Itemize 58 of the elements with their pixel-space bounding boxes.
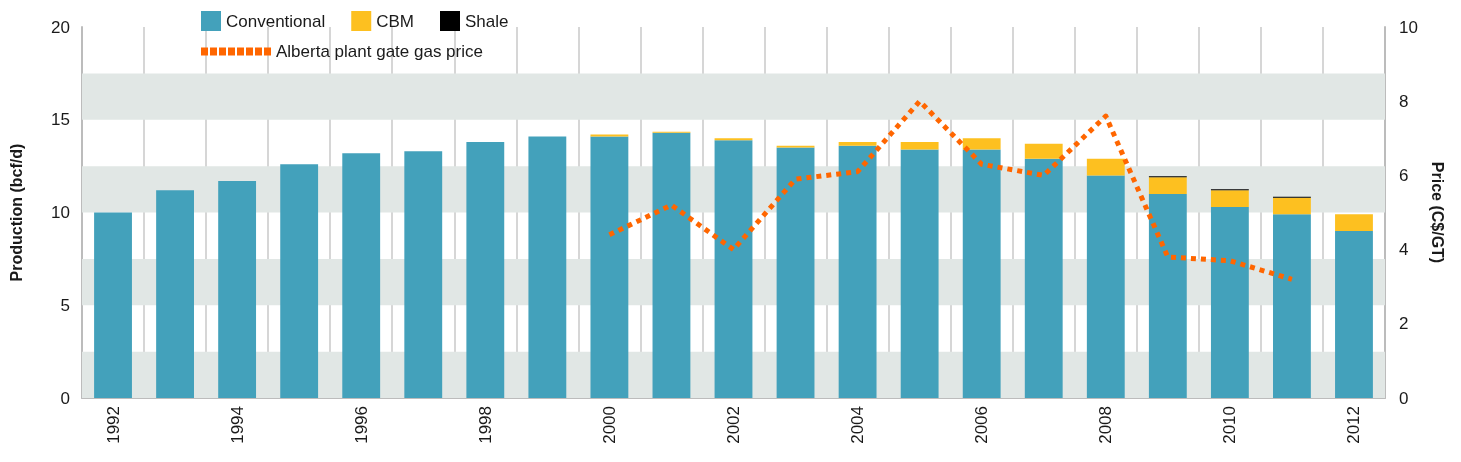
x-tick-label: 2004 [848,406,868,444]
bar [838,142,877,146]
x-tick-label: 2008 [1096,406,1116,444]
bar [1024,143,1063,159]
bar [1086,158,1125,176]
x-tick-label: 2006 [972,406,992,444]
bar [466,142,505,398]
y-tick-label: 20 [51,17,70,37]
bar [1210,190,1249,207]
bar [1148,193,1187,398]
y2-tick-label: 8 [1399,91,1409,111]
x-tick-label: 1992 [103,406,123,444]
bar [1210,206,1249,398]
y-tick-label: 0 [60,388,70,408]
bar [590,136,629,398]
bar [1273,197,1311,215]
legend-label: Alberta plant gate gas price [276,42,483,61]
y2-tick-label: 10 [1399,17,1418,37]
legend-label: CBM [376,11,415,31]
y-tick-label: 10 [51,203,70,222]
bar [962,138,1001,150]
bar [1024,158,1063,398]
bar [714,140,753,398]
y2-tick-label: 0 [1399,388,1409,408]
y2-tick-label: 4 [1399,240,1409,260]
bar [218,180,257,398]
bar [1273,214,1311,398]
bar [900,142,939,150]
y-tick-label: 15 [51,110,70,130]
bar [962,149,1001,398]
y-axis-title: Production (bcf/d) [7,143,25,282]
x-tick-label: 2012 [1344,406,1364,444]
y2-tick-label: 6 [1399,165,1409,185]
bar [1335,231,1373,398]
y-tick-label: 5 [60,295,70,315]
x-tick-label: 1994 [227,406,247,444]
y2-axis-title: Price (C$/GT) [1428,161,1446,264]
bar [776,147,815,398]
y2-tick-label: 2 [1399,314,1409,334]
bar [652,132,691,398]
bar [94,212,132,398]
legend-label: Shale [465,11,509,31]
x-tick-label: 1996 [351,406,371,444]
bar [1148,177,1187,194]
bar [528,136,567,398]
legend-label: Conventional [226,11,326,31]
bar [900,149,939,398]
bar [404,151,443,398]
bar [156,190,194,398]
bar [1086,175,1125,398]
x-tick-label: 2010 [1220,406,1240,444]
bar [342,153,381,398]
bar [280,164,319,398]
x-tick-label: 2002 [724,406,743,444]
bar [838,145,877,398]
bar [1335,214,1373,232]
x-tick-label: 1998 [475,406,495,444]
x-tick-label: 2000 [599,406,619,444]
